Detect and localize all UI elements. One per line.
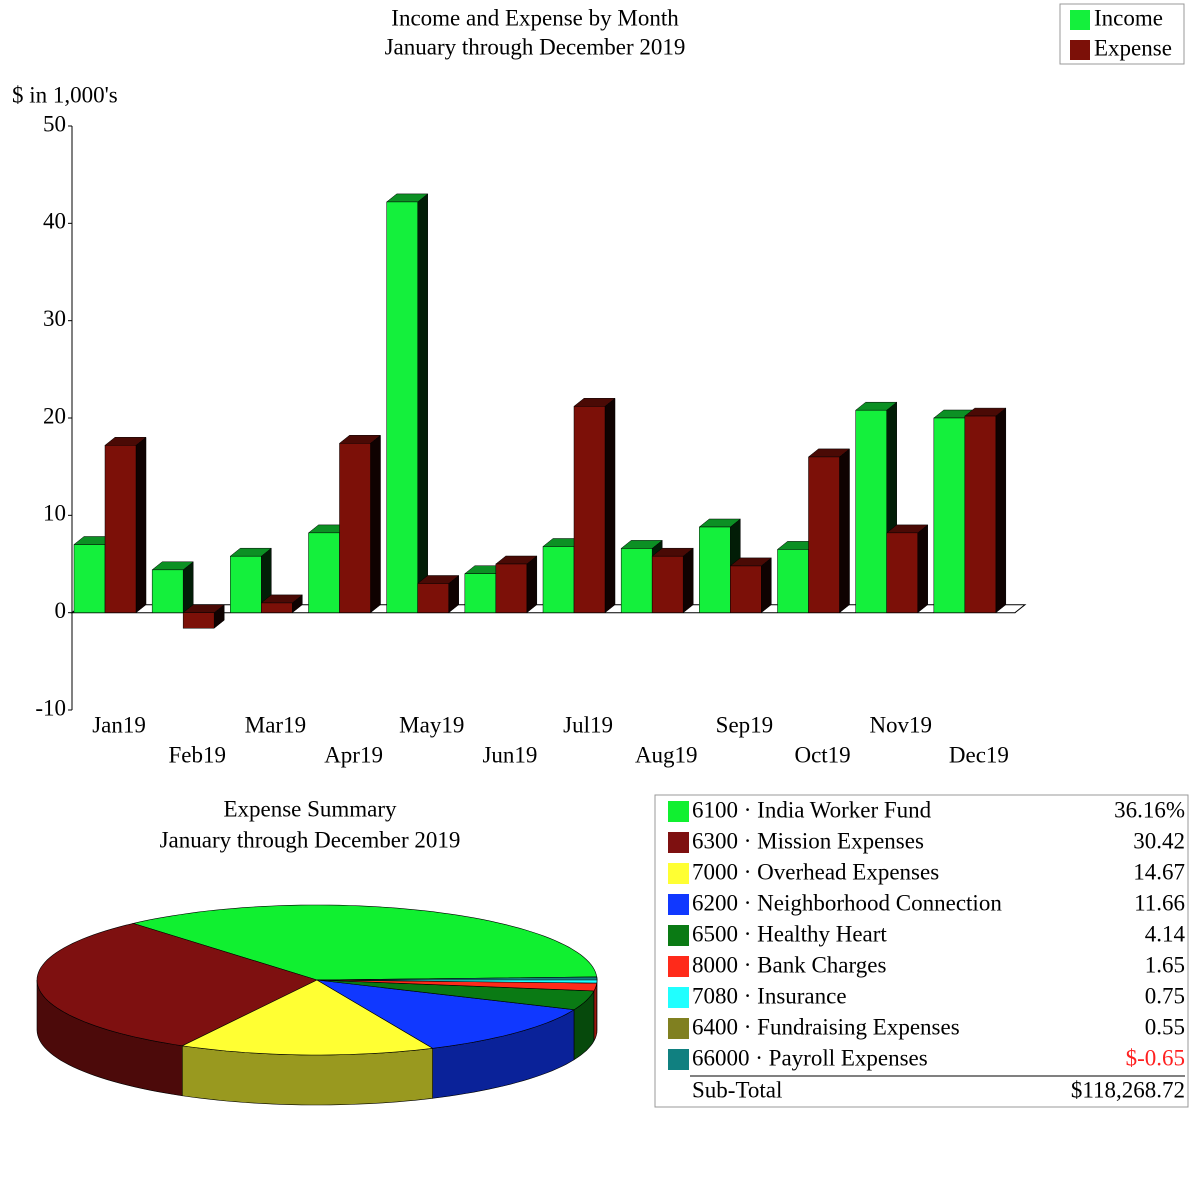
x-tick-label: Mar19 <box>245 712 306 737</box>
legend-label: 6100 · India Worker Fund <box>692 797 932 822</box>
legend-swatch <box>668 956 689 977</box>
value-label: $-0.65 <box>1126 1045 1185 1070</box>
chart-title: Income and Expense by Month <box>391 5 679 30</box>
bar <box>934 418 965 613</box>
bar <box>309 533 340 613</box>
legend-swatch <box>668 987 689 1008</box>
legend-swatch <box>668 1049 689 1070</box>
bar-side <box>605 398 615 612</box>
bar <box>574 406 605 612</box>
value-label: 36.16% <box>1114 797 1185 822</box>
bar-side <box>527 556 537 613</box>
x-tick-label: Dec19 <box>949 742 1009 767</box>
bar <box>730 566 761 613</box>
bar <box>340 443 371 612</box>
legend-label: 6400 · Fundraising Expenses <box>692 1014 960 1039</box>
bar-side <box>183 562 193 613</box>
value-label: 0.55 <box>1145 1014 1185 1039</box>
chart-title: Expense Summary <box>223 796 397 821</box>
bar <box>74 545 105 613</box>
bar <box>856 410 887 612</box>
x-tick-label: Nov19 <box>869 712 932 737</box>
x-tick-label: May19 <box>399 712 464 737</box>
bar <box>387 202 418 613</box>
bar <box>418 583 449 612</box>
bar-side <box>418 194 428 613</box>
value-label: 14.67 <box>1133 859 1185 884</box>
legend-swatch <box>668 894 689 915</box>
value-label: 4.14 <box>1145 921 1186 946</box>
bar-side <box>761 558 771 613</box>
subtotal-label: Sub-Total <box>692 1077 782 1102</box>
bar-side <box>683 548 693 613</box>
bar <box>809 457 840 613</box>
legend-label: Expense <box>1094 35 1172 60</box>
x-tick-label: Jun19 <box>482 742 537 767</box>
bar <box>778 549 809 612</box>
y-tick-label: 40 <box>43 209 66 234</box>
legend-label: 7080 · Insurance <box>692 983 847 1008</box>
value-label: 1.65 <box>1145 952 1185 977</box>
chart-subtitle: January through December 2019 <box>385 34 686 59</box>
bar-side <box>996 408 1006 613</box>
x-tick-label: Jul19 <box>563 712 613 737</box>
bar <box>230 556 261 612</box>
x-tick-label: Sep19 <box>716 712 774 737</box>
legend-swatch <box>1070 40 1090 60</box>
legend-swatch <box>668 863 689 884</box>
legend-swatch <box>668 801 689 822</box>
bar <box>261 603 292 613</box>
y-tick-label: 30 <box>43 306 66 331</box>
bar <box>543 546 574 612</box>
subtotal-value: $118,268.72 <box>1071 1077 1185 1102</box>
legend-swatch <box>668 1018 689 1039</box>
legend-label: 6300 · Mission Expenses <box>692 828 924 853</box>
y-tick-label: 20 <box>43 403 66 428</box>
legend-label: 8000 · Bank Charges <box>692 952 886 977</box>
x-tick-label: Oct19 <box>794 742 850 767</box>
pie-side <box>594 983 597 1041</box>
bar <box>105 445 136 612</box>
x-tick-label: Aug19 <box>635 742 698 767</box>
chart-subtitle: January through December 2019 <box>160 827 461 852</box>
bar <box>699 527 730 613</box>
bar-side <box>918 525 928 613</box>
legend-label: 66000 · Payroll Expenses <box>692 1045 928 1070</box>
bar-side <box>371 435 381 612</box>
bar <box>621 548 652 612</box>
bar <box>887 533 918 613</box>
value-label: 0.75 <box>1145 983 1185 1008</box>
bar <box>465 574 496 613</box>
legend-label: 6200 · Neighborhood Connection <box>692 890 1002 915</box>
legend-swatch <box>668 925 689 946</box>
legend-label: 7000 · Overhead Expenses <box>692 859 939 884</box>
x-tick-label: Jan19 <box>92 712 146 737</box>
legend-label: Income <box>1094 5 1163 30</box>
value-label: 11.66 <box>1134 890 1185 915</box>
value-label: 30.42 <box>1133 828 1185 853</box>
bar-side <box>136 437 146 612</box>
bar <box>183 613 214 629</box>
y-tick-label: 0 <box>55 598 67 623</box>
legend-swatch <box>668 832 689 853</box>
legend-swatch <box>1070 10 1090 30</box>
x-tick-label: Apr19 <box>324 742 383 767</box>
bar <box>152 570 183 613</box>
legend-label: 6500 · Healthy Heart <box>692 921 887 946</box>
y-tick-label: -10 <box>35 695 66 720</box>
bar <box>496 564 527 613</box>
y-tick-label: 50 <box>43 111 66 136</box>
bar <box>652 556 683 612</box>
bar-side <box>840 449 850 613</box>
bar <box>965 416 996 613</box>
y-tick-label: 10 <box>43 501 66 526</box>
y-axis-label: $ in 1,000's <box>12 82 118 107</box>
x-tick-label: Feb19 <box>169 742 227 767</box>
